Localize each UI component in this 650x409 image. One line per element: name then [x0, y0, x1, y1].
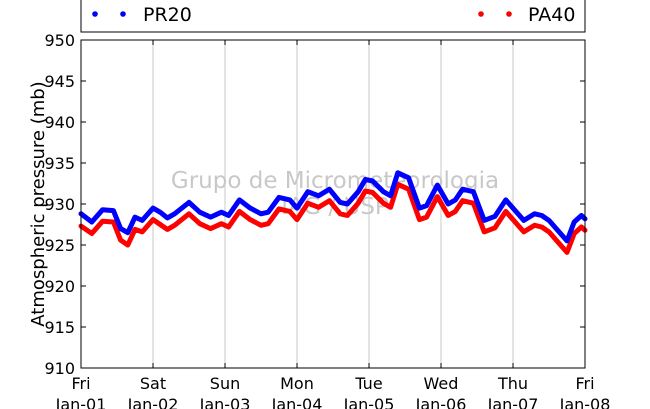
x-tick-label-day: Thu	[497, 374, 528, 393]
y-tick-label: 935	[44, 154, 75, 173]
y-tick-label: 925	[44, 236, 75, 255]
legend: PR20 PA40	[80, 0, 586, 33]
x-tick-label-day: Fri	[575, 374, 594, 393]
x-tick-label-date: Jan-03	[199, 395, 251, 409]
x-tick-label-day: Sun	[210, 374, 240, 393]
y-tick-label: 930	[44, 195, 75, 214]
legend-label-pa40: PA40	[528, 4, 575, 26]
y-tick-label: 945	[44, 72, 75, 91]
x-tick-label-date: Jan-04	[271, 395, 323, 409]
series-layer	[78, 170, 588, 255]
x-tick-label-day: Mon	[280, 374, 314, 393]
y-tick-label: 950	[44, 31, 75, 50]
y-tick-label: 920	[44, 277, 75, 296]
x-tick-label-day: Sat	[140, 374, 166, 393]
series-line-pr20	[78, 170, 588, 244]
legend-box	[80, 0, 586, 33]
x-tick-label-date: Jan-06	[415, 395, 467, 409]
legend-marker-pr20	[120, 11, 126, 17]
x-tick-label-date: Jan-02	[127, 395, 179, 409]
x-tick-label-date: Jan-08	[559, 395, 611, 409]
y-tick-label: 910	[44, 359, 75, 378]
x-tick-label-day: Fri	[71, 374, 90, 393]
series-line-pa40	[78, 181, 588, 255]
axis-ticks: Fri Jan-01 Sat Jan-02 Sun Jan-03 Mon Jan-04 Tue J…	[44, 31, 610, 409]
y-tick-label: 940	[44, 113, 75, 132]
legend-label-pr20: PR20	[143, 4, 192, 26]
legend-marker-pr20	[92, 11, 98, 17]
x-tick-label-day: Tue	[354, 374, 382, 393]
y-axis-label: Atmospheric pressure (mb)	[28, 81, 49, 326]
x-tick-label-day: Wed	[424, 374, 459, 393]
watermark-line-1: Grupo de Micrometeorologia	[171, 168, 499, 194]
y-tick-label: 915	[44, 318, 75, 337]
x-tick-label-date: Jan-05	[343, 395, 395, 409]
x-tick-label-date: Jan-01	[55, 395, 107, 409]
legend-marker-pa40	[478, 11, 484, 17]
x-tick-label-date: Jan-07	[487, 395, 539, 409]
legend-marker-pa40	[506, 11, 512, 17]
